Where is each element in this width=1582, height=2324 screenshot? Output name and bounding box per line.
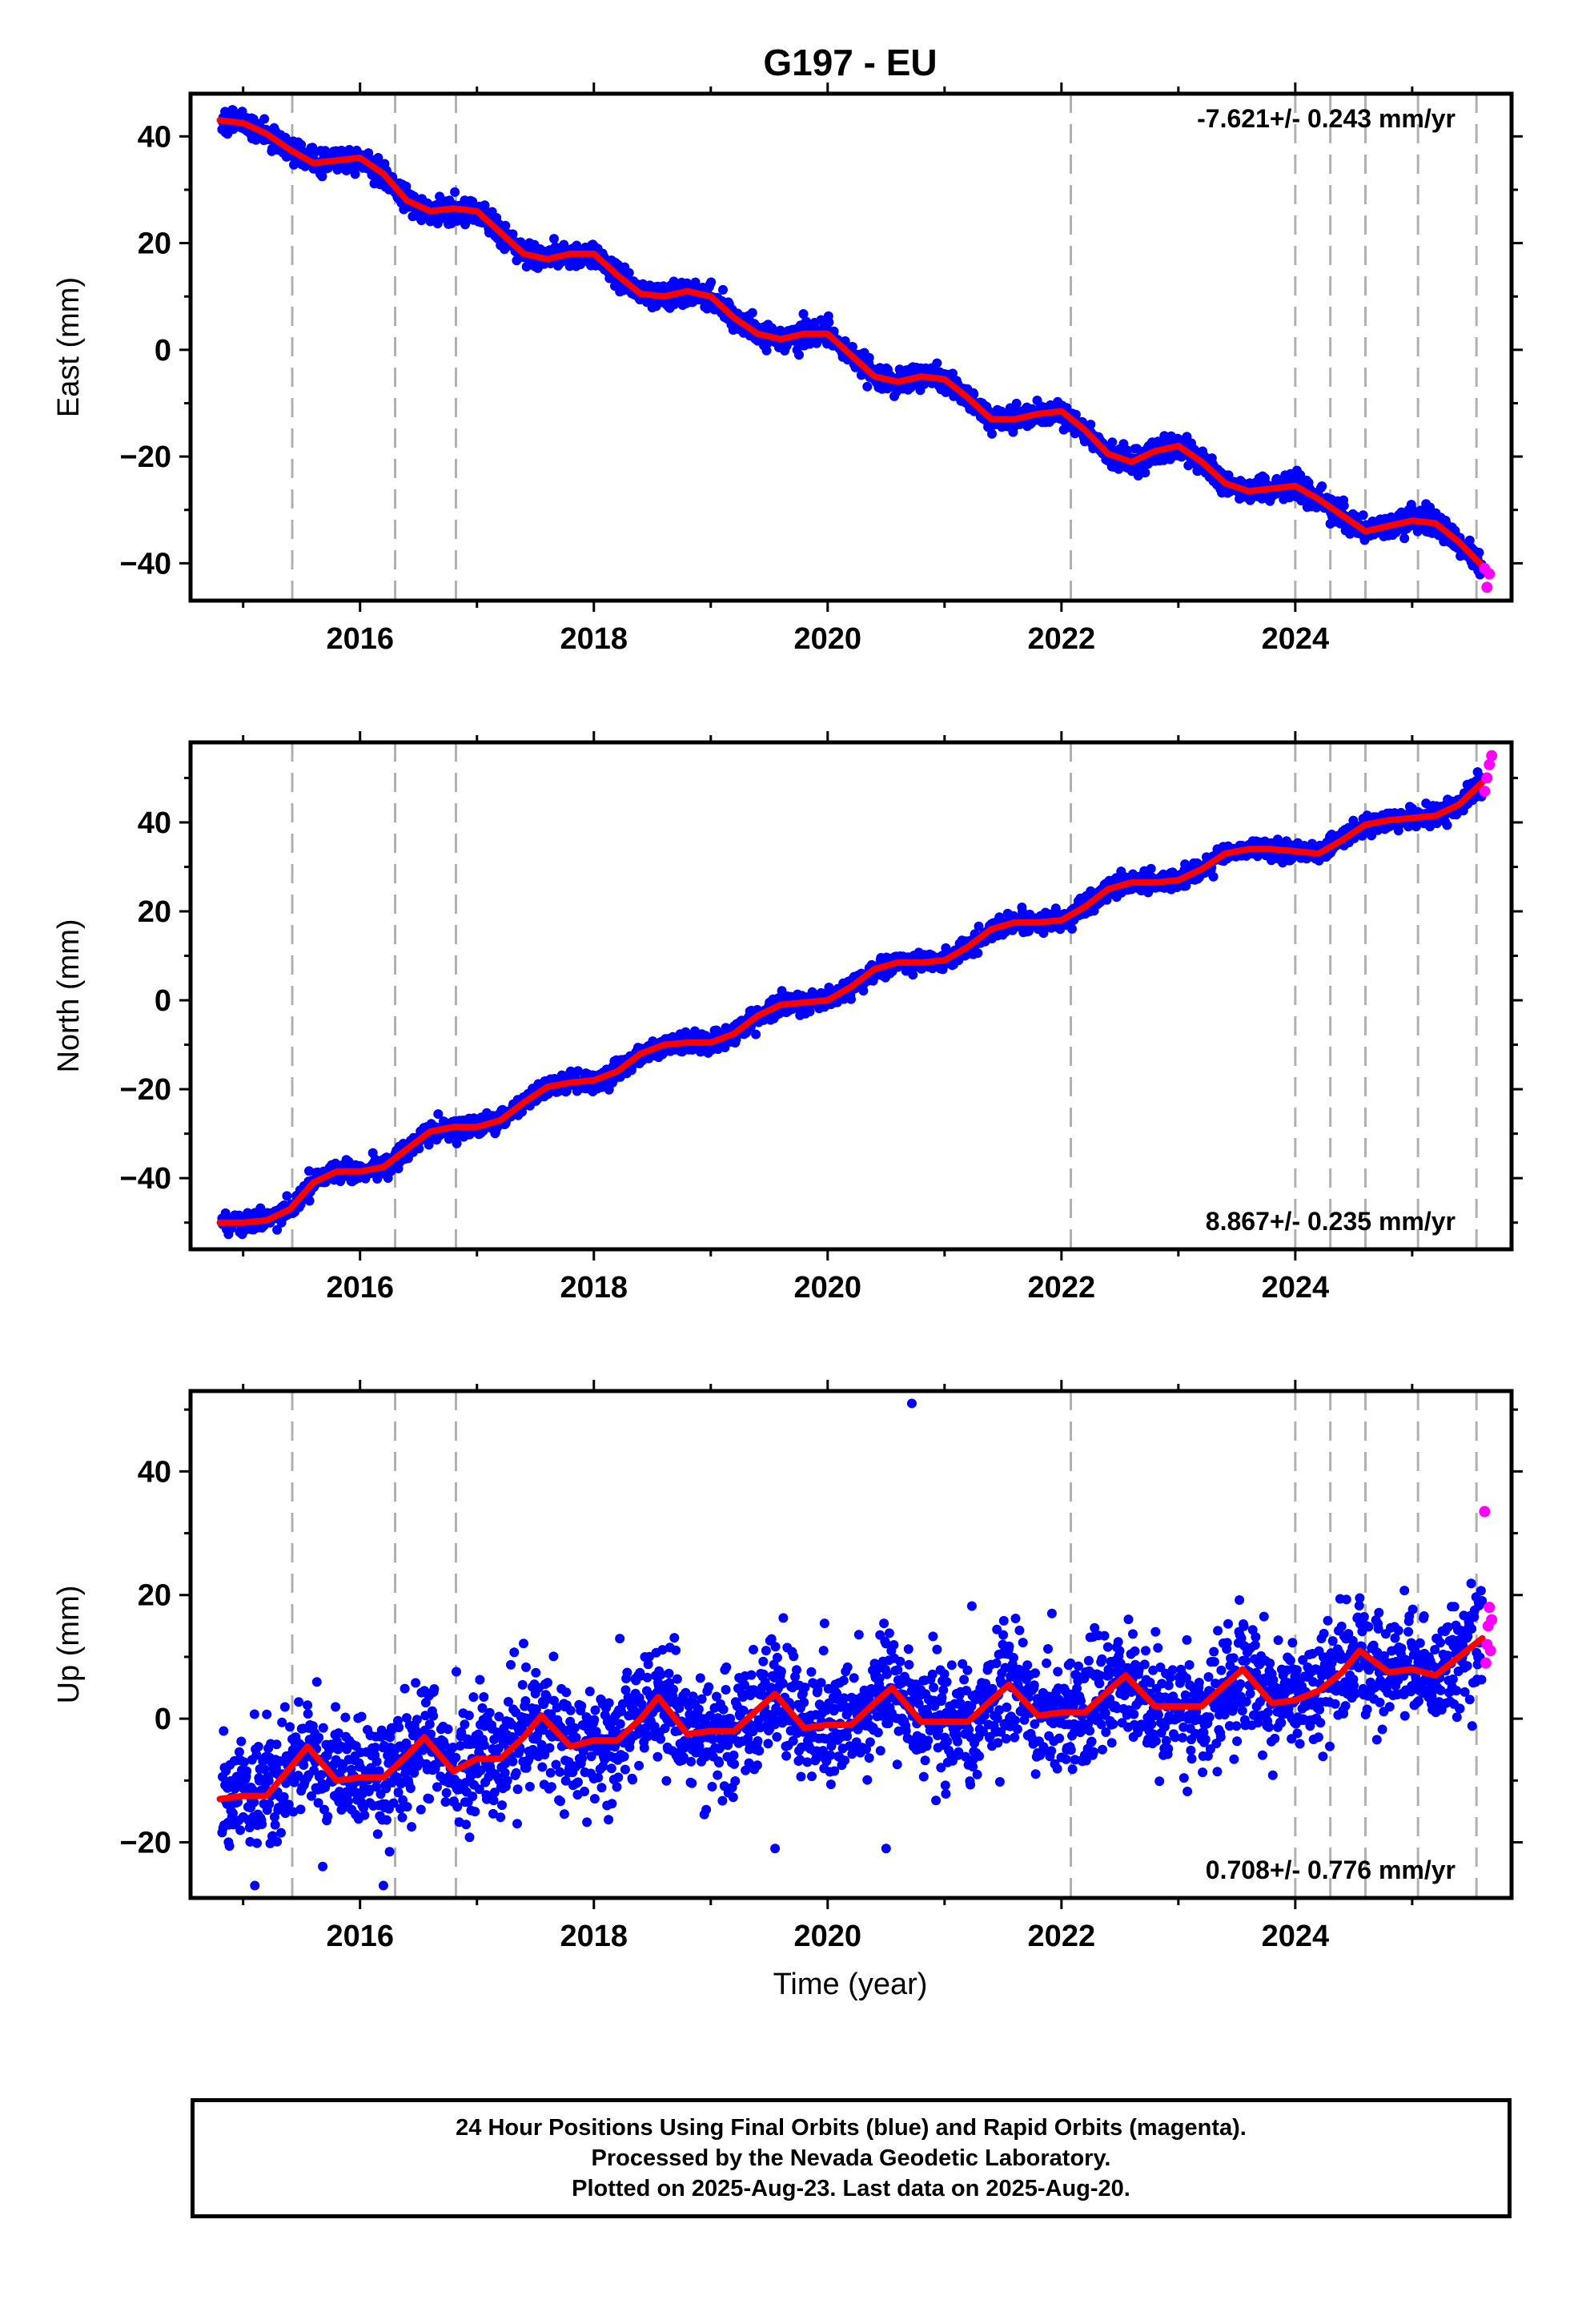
data-point (1399, 533, 1410, 544)
data-point (858, 986, 869, 996)
x-tick-label: 2016 (326, 622, 394, 656)
data-point (1107, 437, 1118, 448)
data-point (317, 171, 327, 182)
data-point (1067, 923, 1077, 934)
data-point (500, 220, 511, 231)
data-point (549, 234, 559, 244)
data-point (414, 1144, 424, 1154)
data-point (987, 428, 997, 439)
data-point (706, 277, 717, 287)
data-point (1464, 535, 1475, 545)
data-point (272, 1224, 283, 1235)
x-tick-label: 2018 (560, 622, 628, 656)
data-point (1181, 881, 1191, 891)
x-tick-label: 2022 (1028, 622, 1096, 656)
data-point (908, 970, 918, 980)
rapid-orbit-point (1481, 581, 1493, 593)
y-tick-label: 0 (155, 334, 171, 368)
data-point (1122, 445, 1132, 456)
data-point (1295, 470, 1306, 480)
x-tick-label: 2024 (1262, 622, 1330, 656)
rapid-orbit-point (1484, 568, 1496, 580)
data-point (401, 181, 412, 191)
data-point (304, 1196, 315, 1206)
y-axis-label-east: East (mm) (52, 277, 86, 417)
x-tick-label: 2020 (794, 622, 862, 656)
data-point (847, 342, 857, 352)
data-point (1146, 863, 1156, 874)
data-point (350, 169, 360, 179)
data-point (1339, 501, 1349, 511)
rate-label-east: -7.621+/- 0.243 mm/yr (1197, 104, 1456, 133)
data-point (282, 1191, 292, 1201)
data-point (1208, 871, 1219, 882)
data-point (452, 1138, 462, 1148)
data-point (450, 187, 460, 197)
data-point (974, 921, 984, 931)
data-point (433, 1109, 444, 1120)
data-point (1273, 834, 1283, 845)
panel-east: 2016 2018 2020 2022 2024 −40 −20 0 20 40 East (mm)… (52, 82, 1523, 656)
data-point (624, 267, 634, 278)
data-point (864, 352, 874, 363)
y-tick-label: 20 (138, 227, 171, 261)
data-point (1260, 473, 1270, 484)
plot-frame (188, 91, 1514, 603)
data-point (824, 317, 834, 328)
data-point (751, 1029, 761, 1039)
model-curve (216, 117, 1486, 569)
data-point (846, 994, 856, 1004)
data-point (1011, 398, 1022, 408)
y-tick-label: 40 (138, 120, 171, 154)
data-point (1474, 548, 1484, 557)
data-point (1358, 510, 1368, 521)
data-point (747, 308, 757, 318)
data-point (1223, 470, 1234, 480)
data-point (794, 350, 804, 360)
data-point (805, 1007, 815, 1017)
data-point (798, 309, 809, 319)
data-point (1086, 420, 1096, 430)
y-tick-label: −20 (120, 440, 171, 474)
data-point (259, 114, 270, 124)
data-point (296, 139, 307, 150)
data-point (932, 358, 942, 368)
data-point (1140, 468, 1150, 478)
data-point (761, 345, 772, 356)
data-point (508, 229, 518, 239)
data-point (862, 381, 873, 392)
chart-title: G197 - EU (763, 42, 937, 83)
data-point (973, 948, 983, 959)
data-point (561, 1086, 572, 1096)
data-point (969, 389, 979, 400)
data-point (718, 284, 728, 295)
y-tick-label: −40 (120, 547, 171, 581)
data-point (1317, 481, 1327, 492)
